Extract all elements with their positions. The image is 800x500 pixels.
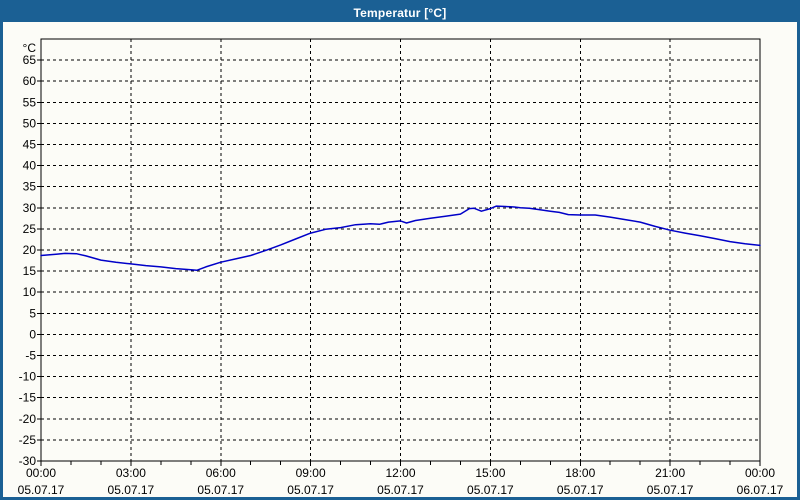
x-tick-date-label: 05.07.17 bbox=[18, 483, 65, 497]
y-tick-label: 55 bbox=[23, 95, 37, 109]
x-tick-time-label: 21:00 bbox=[655, 466, 685, 480]
x-tick-time-label: 03:00 bbox=[116, 466, 146, 480]
y-tick-label: -20 bbox=[19, 412, 37, 426]
y-tick-label: 40 bbox=[23, 159, 37, 173]
x-tick-time-label: 06:00 bbox=[206, 466, 236, 480]
x-tick-date-label: 06.07.17 bbox=[737, 483, 784, 497]
temperature-line bbox=[40, 205, 761, 272]
x-tick-time-label: 00:00 bbox=[745, 466, 775, 480]
y-tick-label: 45 bbox=[23, 138, 37, 152]
x-tick-date-label: 05.07.17 bbox=[197, 483, 244, 497]
y-tick-label: 15 bbox=[23, 264, 37, 278]
x-tick-time-label: 09:00 bbox=[296, 466, 326, 480]
y-tick-label: 60 bbox=[23, 74, 37, 88]
y-tick-label: 10 bbox=[23, 285, 37, 299]
y-tick-label: -25 bbox=[19, 433, 37, 447]
y-tick-label: 30 bbox=[23, 201, 37, 215]
x-tick-time-label: 12:00 bbox=[385, 466, 415, 480]
x-tick-date-label: 05.07.17 bbox=[467, 483, 514, 497]
title-bar[interactable]: Temperatur [°C] bbox=[3, 3, 797, 22]
y-unit-label: °C bbox=[23, 41, 37, 55]
y-tick-label: -5 bbox=[25, 349, 36, 363]
x-tick-date-label: 05.07.17 bbox=[108, 483, 155, 497]
y-tick-label: 65 bbox=[23, 53, 37, 67]
y-tick-label: -10 bbox=[19, 370, 37, 384]
y-tick-label: 35 bbox=[23, 180, 37, 194]
x-tick-time-label: 00:00 bbox=[26, 466, 56, 480]
y-tick-label: -15 bbox=[19, 391, 37, 405]
y-tick-label: 5 bbox=[29, 306, 36, 320]
y-tick-label: 0 bbox=[29, 327, 36, 341]
y-tick-label: 20 bbox=[23, 243, 37, 257]
plot-frame bbox=[40, 38, 761, 462]
x-tick-time-label: 18:00 bbox=[565, 466, 595, 480]
window-title: Temperatur [°C] bbox=[353, 5, 447, 20]
x-tick-date-label: 05.07.17 bbox=[287, 483, 334, 497]
x-tick-date-label: 05.07.17 bbox=[377, 483, 424, 497]
x-tick-date-label: 05.07.17 bbox=[557, 483, 604, 497]
x-tick-date-label: 05.07.17 bbox=[647, 483, 694, 497]
y-tick-label: -30 bbox=[19, 454, 37, 468]
x-tick-time-label: 15:00 bbox=[475, 466, 505, 480]
y-tick-label: 50 bbox=[23, 116, 37, 130]
y-tick-label: 25 bbox=[23, 222, 37, 236]
